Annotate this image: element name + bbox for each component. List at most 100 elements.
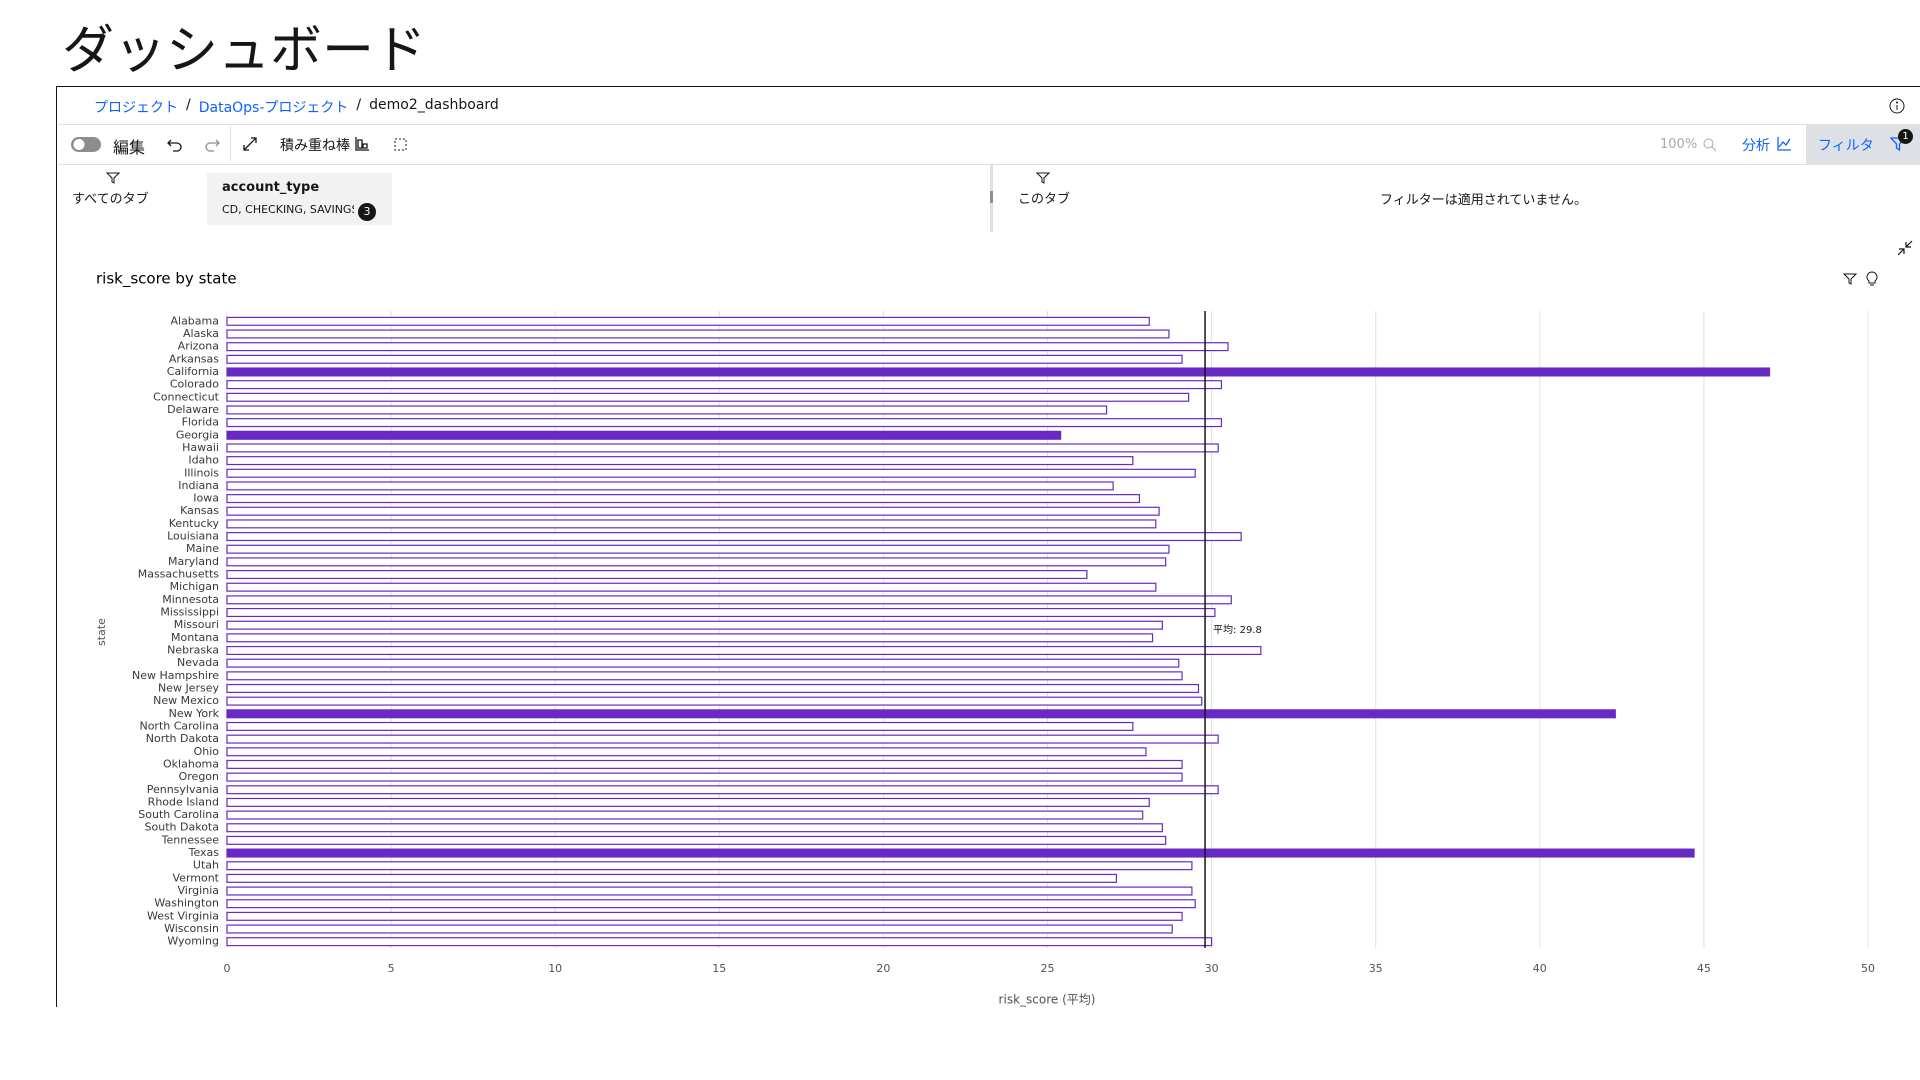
insight-icon[interactable] [1865, 271, 1879, 287]
x-tick-label: 15 [712, 962, 726, 975]
chart-type-label[interactable]: 積み重ね棒 [280, 138, 350, 154]
y-tick-label: Iowa [193, 492, 219, 505]
bar [226, 772, 1183, 782]
bar [226, 519, 1157, 529]
breadcrumb-link[interactable]: DataOps-プロジェクト [198, 100, 349, 116]
y-tick-label: California [167, 365, 219, 378]
y-tick-label: New Jersey [158, 681, 220, 694]
bar [226, 759, 1183, 769]
x-tick-label: 50 [1861, 962, 1875, 975]
filter-icon [106, 172, 120, 184]
bar [226, 418, 1223, 428]
breadcrumb-separator: / [356, 97, 362, 113]
y-tick-label: Colorado [170, 378, 219, 391]
chart-filter-icon[interactable] [1843, 272, 1857, 286]
chip-title: account_type [222, 180, 320, 195]
y-tick-label: New Hampshire [132, 669, 219, 682]
bar [226, 456, 1134, 466]
y-tick-label: Alabama [170, 314, 219, 327]
y-tick-label: Idaho [188, 454, 219, 467]
analyze-button[interactable]: 分析 [1742, 138, 1770, 154]
breadcrumb-separator: / [186, 97, 191, 113]
average-label: 平均: 29.8 [1213, 623, 1262, 636]
breadcrumb: プロジェクト / DataOps-プロジェクト / demo2_dashboar… [94, 97, 499, 117]
expand-button[interactable] [242, 136, 258, 152]
y-tick-label: Indiana [178, 479, 219, 492]
y-tick-label: North Carolina [139, 719, 219, 732]
bar [226, 899, 1196, 909]
y-tick-label: West Virginia [147, 909, 219, 922]
all-tabs-label: すべてのタブ [72, 192, 149, 207]
y-tick-label: Washington [154, 897, 219, 910]
y-tick-label: Missouri [174, 618, 219, 631]
edit-toggle[interactable] [70, 136, 104, 153]
bar [226, 810, 1144, 820]
bar [226, 683, 1200, 693]
x-tick-label: 20 [876, 962, 890, 975]
bar [226, 861, 1193, 871]
y-tick-label: Florida [182, 416, 219, 429]
collapse-icon[interactable] [1896, 239, 1914, 257]
info-icon[interactable] [1888, 97, 1906, 115]
select-button[interactable] [393, 137, 409, 153]
bar [226, 937, 1213, 947]
y-tick-label: Maryland [168, 555, 219, 568]
y-tick-label: Georgia [176, 428, 219, 441]
bar [226, 532, 1242, 542]
bar [226, 924, 1173, 934]
bar [226, 329, 1170, 339]
bar [226, 506, 1160, 516]
y-tick-label: Rhode Island [148, 795, 219, 808]
x-tick-label: 10 [548, 962, 562, 975]
bar [226, 481, 1114, 491]
bar [226, 696, 1203, 706]
filter-icon [1036, 172, 1050, 184]
bar [226, 494, 1140, 504]
bar [226, 582, 1157, 592]
edit-label: 編集 [113, 138, 146, 157]
bar [226, 620, 1163, 630]
y-tick-label: New York [169, 707, 220, 720]
undo-button[interactable] [166, 136, 184, 152]
x-axis-title: risk_score (平均) [999, 993, 1096, 1007]
bar [226, 342, 1229, 352]
y-tick-label: Montana [171, 631, 219, 644]
filter-badge: 1 [1898, 129, 1913, 144]
breadcrumb-link[interactable]: プロジェクト [94, 100, 178, 116]
zoom-icon[interactable] [1702, 137, 1718, 153]
resize-handle[interactable] [990, 191, 993, 203]
y-tick-label: Louisiana [167, 530, 219, 543]
y-tick-label: Virginia [178, 884, 219, 897]
bar [226, 734, 1219, 744]
y-tick-label: Minnesota [162, 593, 219, 606]
x-tick-label: 5 [388, 962, 395, 975]
analyze-icon[interactable] [1776, 136, 1792, 152]
filter-button[interactable]: フィルタ [1818, 138, 1874, 154]
chart-title: risk_score by state [96, 270, 237, 289]
bar [226, 633, 1154, 643]
y-tick-label: Kentucky [169, 517, 220, 530]
bar [226, 595, 1232, 605]
bar [226, 468, 1196, 478]
x-tick-label: 35 [1369, 962, 1383, 975]
bar [226, 380, 1223, 390]
bar [226, 354, 1183, 364]
bar [226, 557, 1167, 567]
bar [226, 570, 1088, 580]
divider [230, 126, 231, 162]
x-tick-label: 45 [1697, 962, 1711, 975]
breadcrumb-current: demo2_dashboard [369, 97, 499, 113]
bar [226, 709, 1616, 719]
y-tick-label: Pennsylvania [147, 783, 219, 796]
no-filter-text: フィルターは適用されていません。 [1380, 193, 1587, 208]
redo-button[interactable] [203, 136, 221, 152]
this-tab-label: このタブ [1018, 192, 1071, 207]
page-title: ダッシュボード [62, 21, 427, 81]
bar [226, 797, 1150, 807]
chart-type-icon[interactable] [354, 136, 370, 152]
y-tick-label: New Mexico [153, 694, 219, 707]
y-tick-label: Vermont [173, 871, 220, 884]
y-tick-label: North Dakota [146, 732, 219, 745]
